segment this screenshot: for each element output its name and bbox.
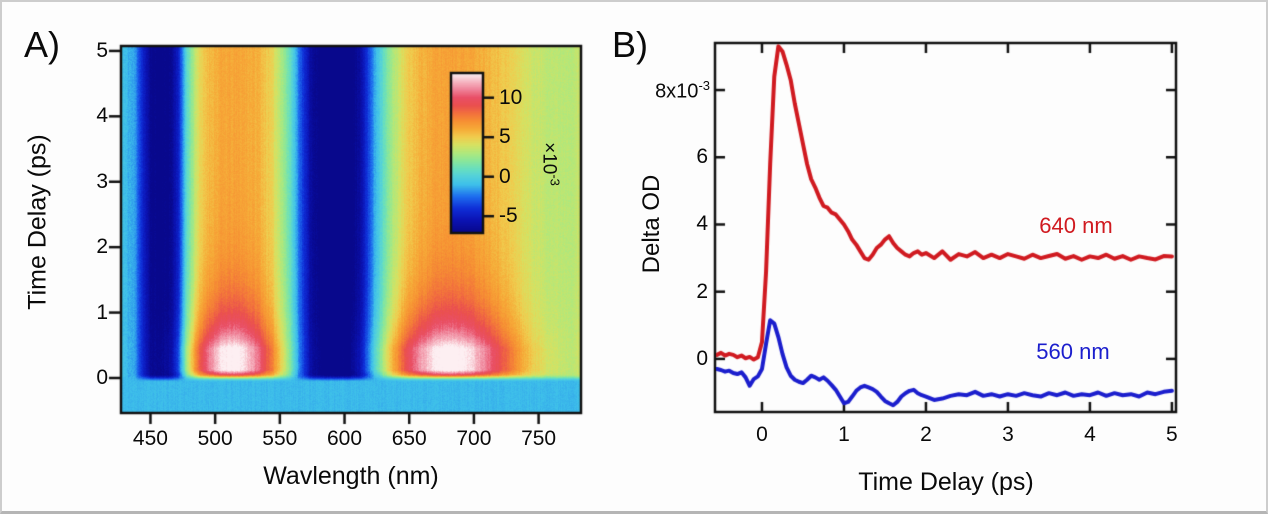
panel-a-x-tick-label: 450	[132, 427, 168, 450]
panel-b-x-axis-label: Time Delay (ps)	[858, 468, 1034, 496]
panel-a-x-axis-label: Wavlength (nm)	[263, 462, 439, 490]
panel-a-y-tick-label: 3	[96, 169, 108, 193]
panel-b-x-tick-label: 1	[838, 423, 850, 446]
series-label-560nm: 560 nm	[1036, 339, 1110, 364]
colorbar-multiplier-exponent: -3	[547, 174, 563, 186]
colorbar-multiplier-base: ×10	[538, 142, 560, 175]
colorbar-tick-label: 10	[499, 85, 523, 109]
panel-a-x-tick-label: 650	[391, 427, 427, 450]
panel-b-y-tick-label: 4	[696, 212, 708, 236]
colorbar-tick-label: -5	[499, 204, 518, 228]
colorbar-multiplier-label: ×10-3	[537, 142, 562, 186]
colorbar-tick-label: 5	[499, 125, 511, 149]
panel-a-x-tick-label: 550	[262, 427, 298, 450]
panel-b-x-tick-label: 0	[756, 423, 768, 446]
panel-a-y-tick-label: 2	[96, 235, 108, 259]
panel-b-y-tick-label: 2	[696, 279, 708, 303]
series-label-640nm: 640 nm	[1039, 213, 1113, 238]
panel-b-x-tick-label: 4	[1084, 423, 1096, 446]
panel-b-x-tick-label: 3	[1002, 423, 1014, 446]
panel-a-x-tick-label: 600	[326, 427, 363, 450]
panel-b-x-tick-label: 5	[1166, 423, 1178, 446]
colorbar-tick-label: 0	[499, 164, 511, 188]
panel-a-x-tick-label: 500	[197, 427, 233, 450]
panel-b-y-tick-label: 6	[696, 145, 708, 169]
panel-a-letter: A)	[24, 24, 60, 65]
panel-b-y-multiplier-base: 8x10	[655, 80, 699, 103]
panel-a-y-axis-label: Time Delay (ps)	[23, 134, 52, 310]
panel-a-y-tick-label: 4	[96, 104, 108, 128]
panel-b-y-tick-label: 0	[696, 346, 708, 370]
panel-a-y-tick-label: 5	[96, 38, 108, 62]
panel-b-y-multiplier-exponent: -3	[698, 78, 710, 93]
panel-b-x-tick-label: 2	[920, 423, 932, 446]
panel-b-y-multiplier-label: 8x10-3	[638, 78, 710, 104]
panel-a-y-tick-label: 0	[96, 365, 108, 389]
panel-a-x-tick-label: 700	[456, 427, 492, 450]
panel-b-letter: B)	[612, 24, 648, 65]
panel-a-y-tick-label: 1	[96, 300, 108, 324]
panel-a-x-tick-label: 750	[521, 427, 557, 450]
